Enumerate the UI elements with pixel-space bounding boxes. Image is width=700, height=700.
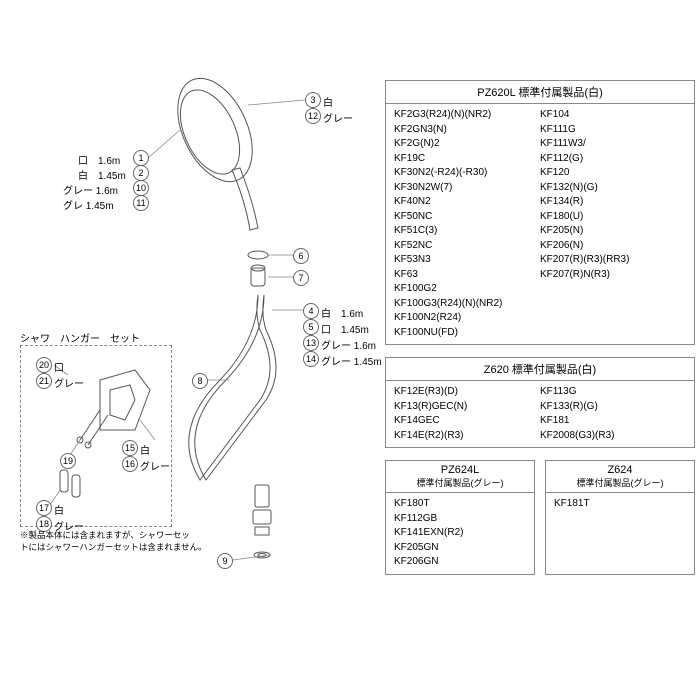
table-z620-col2: KF113GKF133(R)(G)KF181KF2008(G3)(R3) — [540, 385, 686, 443]
part-number: KF181 — [540, 414, 686, 429]
label-3: 白 — [323, 94, 333, 109]
table-pz624l: PZ624L 標準付属製品(グレー) KF180TKF112GBKF141EXN… — [385, 460, 535, 575]
part-number: KF2G3(R24)(N)(NR2) — [394, 108, 540, 123]
label-14: グレー 1.45m — [321, 353, 382, 368]
callout-1: 1 — [133, 150, 149, 166]
table-z620-header: Z620 標準付属製品(白) — [386, 358, 694, 381]
part-number: KF100G3(R24)(N)(NR2) — [394, 297, 540, 312]
footnote-line2: トにはシャワーハンガーセットは含まれません。 — [20, 542, 207, 552]
table-pz624l-col1: KF180TKF112GBKF141EXN(R2)KF205GNKF206GN — [394, 497, 526, 570]
product-tables: PZ620L 標準付属製品(白) KF2G3(R24)(N)(NR2)KF2GN… — [385, 80, 695, 587]
callout-17: 17 — [36, 500, 52, 516]
part-number: KF206(N) — [540, 239, 686, 254]
part-number: KF180T — [394, 497, 526, 512]
footnote-line1: ※製品本体には含まれますが、シャワーセッ — [20, 530, 190, 540]
exploded-diagram: 口 1.6m 1 白 1.45m 2 グレー 1.6m 10 グレ 1.45m … — [0, 0, 380, 700]
part-number: KF104 — [540, 108, 686, 123]
part-number: KF53N3 — [394, 253, 540, 268]
part-number: KF2G(N)2 — [394, 137, 540, 152]
callout-19: 19 — [60, 453, 76, 469]
callout-14: 14 — [303, 351, 319, 367]
callout-2: 2 — [133, 165, 149, 181]
part-number: KF63 — [394, 268, 540, 283]
part-number: KF112GB — [394, 512, 526, 527]
part-number: KF132(N)(G) — [540, 181, 686, 196]
part-number: KF113G — [540, 385, 686, 400]
label-17: 白 — [54, 502, 64, 517]
callout-12: 12 — [305, 108, 321, 124]
label-12: グレー — [323, 110, 353, 125]
label-16: グレー — [140, 458, 170, 473]
part-number: KF120 — [540, 166, 686, 181]
callout-7: 7 — [293, 270, 309, 286]
callout-21: 21 — [36, 373, 52, 389]
part-number: KF100NU(FD) — [394, 326, 540, 341]
label-spec-1: 口 1.6m — [78, 152, 120, 167]
callout-3: 3 — [305, 92, 321, 108]
table-pz620l-col1: KF2G3(R24)(N)(NR2)KF2GN3(N)KF2G(N)2KF19C… — [394, 108, 540, 340]
table-z624-col1: KF181T — [554, 497, 686, 512]
callout-5: 5 — [303, 319, 319, 335]
part-number: KF14GEC — [394, 414, 540, 429]
label-13: グレー 1.6m — [321, 337, 376, 352]
callout-8: 8 — [192, 373, 208, 389]
callout-13: 13 — [303, 335, 319, 351]
part-number: KF207(R)(R3)(RR3) — [540, 253, 686, 268]
callout-10: 10 — [133, 180, 149, 196]
label-spec-10: グレー 1.6m — [63, 182, 118, 197]
callout-16: 16 — [122, 456, 138, 472]
part-number: KF50NC — [394, 210, 540, 225]
part-number: KF51C(3) — [394, 224, 540, 239]
table-z624-header: Z624 標準付属製品(グレー) — [546, 461, 694, 493]
table-z620-col1: KF12E(R3)(D)KF13(R)GEC(N)KF14GECKF14E(R2… — [394, 385, 540, 443]
part-number: KF40N2 — [394, 195, 540, 210]
label-5: 口 1.45m — [321, 321, 369, 336]
table-pz620l: PZ620L 標準付属製品(白) KF2G3(R24)(N)(NR2)KF2GN… — [385, 80, 695, 345]
table-z620: Z620 標準付属製品(白) KF12E(R3)(D)KF13(R)GEC(N)… — [385, 357, 695, 448]
table-pz620l-header: PZ620L 標準付属製品(白) — [386, 81, 694, 104]
table-pz624l-header: PZ624L 標準付属製品(グレー) — [386, 461, 534, 493]
part-number: KF100G2 — [394, 282, 540, 297]
label-15: 白 — [140, 442, 150, 457]
label-spec-11: グレ 1.45m — [63, 197, 114, 212]
part-number: KF180(U) — [540, 210, 686, 225]
part-number: KF206GN — [394, 555, 526, 570]
part-number: KF14E(R2)(R3) — [394, 429, 540, 444]
label-spec-2: 白 1.45m — [78, 167, 126, 182]
part-number: KF141EXN(R2) — [394, 526, 526, 541]
callout-15: 15 — [122, 440, 138, 456]
part-number: KF52NC — [394, 239, 540, 254]
part-number: KF205(N) — [540, 224, 686, 239]
part-number: KF30N2W(7) — [394, 181, 540, 196]
part-number: KF207(R)N(R3) — [540, 268, 686, 283]
callout-9: 9 — [217, 553, 233, 569]
label-4: 白 1.6m — [321, 305, 363, 320]
table-pz620l-col2: KF104KF111GKF111W3/KF112(G)KF120KF132(N)… — [540, 108, 686, 340]
part-number: KF133(R)(G) — [540, 400, 686, 415]
part-number: KF30N2(-R24)(-R30) — [394, 166, 540, 181]
part-number: KF12E(R3)(D) — [394, 385, 540, 400]
part-number: KF205GN — [394, 541, 526, 556]
part-number: KF111W3/ — [540, 137, 686, 152]
footnote: ※製品本体には含まれますが、シャワーセッ トにはシャワーハンガーセットは含まれま… — [20, 530, 207, 554]
inset-title: シャワ ハンガー セット — [20, 330, 140, 345]
part-number: KF13(R)GEC(N) — [394, 400, 540, 415]
callout-20: 20 — [36, 357, 52, 373]
part-number: KF134(R) — [540, 195, 686, 210]
label-21: グレー — [54, 375, 84, 390]
part-number: KF111G — [540, 123, 686, 138]
callout-6: 6 — [293, 248, 309, 264]
part-number: KF2008(G3)(R3) — [540, 429, 686, 444]
part-number: KF100N2(R24) — [394, 311, 540, 326]
table-z624: Z624 標準付属製品(グレー) KF181T — [545, 460, 695, 575]
part-number: KF2GN3(N) — [394, 123, 540, 138]
part-number: KF19C — [394, 152, 540, 167]
part-number: KF181T — [554, 497, 686, 512]
callout-4: 4 — [303, 303, 319, 319]
part-number: KF112(G) — [540, 152, 686, 167]
callout-11: 11 — [133, 195, 149, 211]
label-20: 口 — [54, 359, 64, 374]
